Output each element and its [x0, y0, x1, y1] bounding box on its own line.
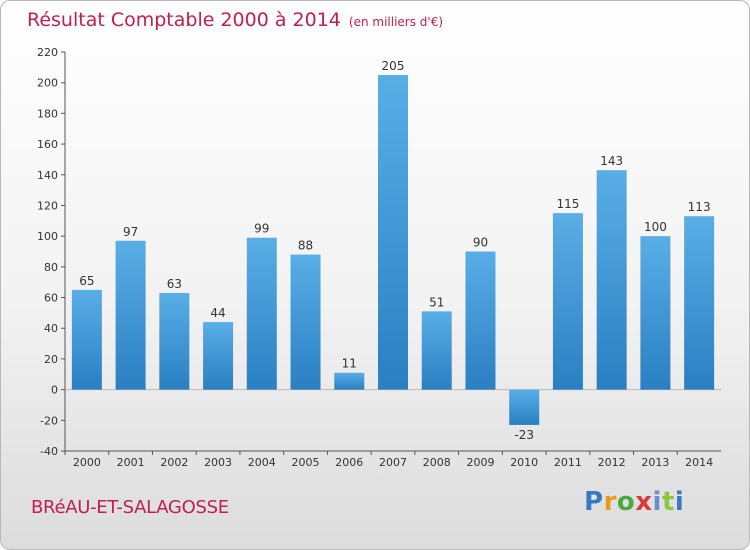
y-tick-label: 60: [44, 292, 58, 305]
bar-value-label: 65: [79, 274, 94, 288]
y-tick-label: 120: [37, 199, 58, 212]
bar: [640, 236, 671, 390]
y-tick-label: -40: [40, 445, 58, 458]
bar: [246, 237, 277, 390]
y-tick-label: -20: [40, 414, 58, 427]
logo-letter: P: [584, 487, 604, 517]
bar: [290, 254, 321, 390]
logo-letter: r: [603, 487, 617, 517]
bar-value-label: 88: [298, 239, 313, 253]
bar-value-label: 90: [473, 236, 488, 250]
bar-value-label: 63: [167, 277, 182, 291]
y-tick-label: 80: [44, 261, 58, 274]
x-tick-label: 2011: [554, 456, 582, 469]
bar-value-label: 205: [382, 59, 405, 73]
x-tick-label: 2009: [466, 456, 494, 469]
y-tick-label: 200: [37, 77, 58, 90]
x-tick-label: 2004: [248, 456, 276, 469]
logo-letter: i: [674, 487, 685, 517]
bar: [115, 240, 146, 390]
logo-letter: i: [652, 487, 662, 517]
chart-title-text: Résultat Comptable 2000 à 2014: [27, 9, 341, 31]
x-tick-label: 2001: [117, 456, 145, 469]
chart-title: Résultat Comptable 2000 à 2014 (en millie…: [27, 9, 443, 31]
x-tick-label: 2014: [685, 456, 713, 469]
y-tick-label: 180: [37, 107, 58, 120]
bar-value-label: 99: [254, 222, 269, 236]
bar: [509, 389, 540, 425]
bar: [159, 292, 190, 390]
x-tick-label: 2013: [641, 456, 669, 469]
y-tick-label: 140: [37, 169, 58, 182]
bar-value-label: 51: [429, 295, 444, 309]
bar: [203, 322, 234, 390]
bar-value-label: 97: [123, 225, 138, 239]
bar: [552, 213, 583, 390]
x-tick-label: 2000: [73, 456, 101, 469]
bar: [465, 251, 496, 390]
x-tick-label: 2005: [292, 456, 320, 469]
y-tick-label: 100: [37, 230, 58, 243]
bar: [421, 311, 452, 390]
x-tick-label: 2012: [598, 456, 626, 469]
x-tick-label: 2007: [379, 456, 407, 469]
x-tick-label: 2008: [423, 456, 451, 469]
bar-value-label: 143: [600, 154, 623, 168]
logo-letter: o: [616, 487, 636, 517]
y-tick-label: 0: [51, 384, 58, 397]
x-tick-label: 2010: [510, 456, 538, 469]
y-tick-label: 220: [37, 46, 58, 59]
town-name: BRéAU-ET-SALAGOSSE: [31, 497, 229, 518]
x-tick-label: 2002: [160, 456, 188, 469]
x-tick-label: 2003: [204, 456, 232, 469]
logo-letter: x: [635, 487, 653, 517]
bar: [334, 372, 365, 390]
bar: [71, 289, 102, 390]
bar: [596, 170, 627, 390]
bar-value-label: 44: [210, 306, 225, 320]
bar-value-label: 100: [644, 220, 667, 234]
bar: [378, 75, 408, 390]
y-tick-label: 20: [44, 353, 58, 366]
logo-letter: t: [661, 487, 675, 517]
bar-value-label: 11: [342, 357, 357, 371]
chart-title-unit: (en milliers d'€): [348, 15, 444, 29]
bar-value-label: -23: [514, 428, 534, 442]
chart-axes: -40 -20 0 20 40 60 80 100 120 140 160 180 200 220 2000…: [37, 46, 721, 469]
bar-value-label: 113: [688, 200, 711, 214]
bar-value-label: 115: [556, 197, 579, 211]
bar: [684, 216, 715, 390]
y-tick-label: 40: [44, 322, 58, 335]
x-tick-label: 2006: [335, 456, 363, 469]
chart-bars: [71, 75, 715, 425]
chart-value-labels: 65 97 63 44 99 88 11 205 51 90 -23 115 143 100 113: [79, 59, 710, 442]
y-tick-label: 160: [37, 138, 58, 151]
proxiti-logo: Proxiti: [584, 487, 684, 517]
